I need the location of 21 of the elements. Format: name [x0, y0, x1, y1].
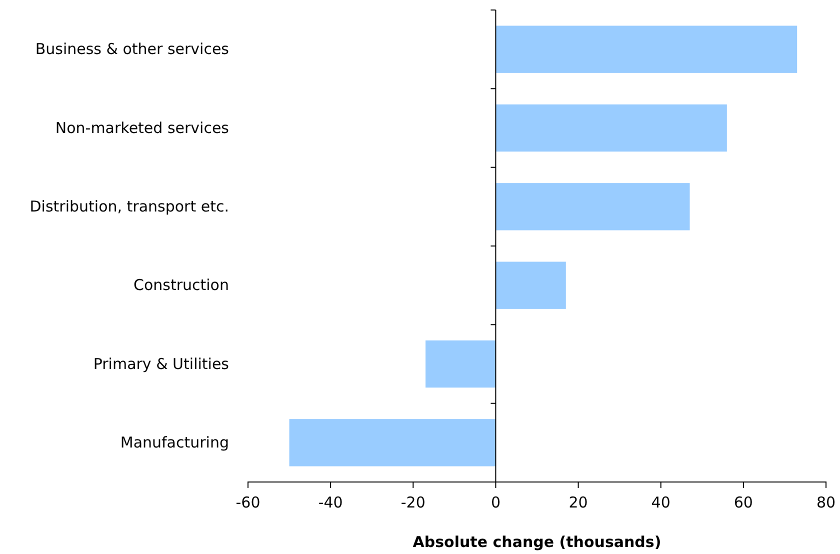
bar: [496, 104, 727, 152]
y-tick-label: Construction: [133, 276, 229, 294]
x-tick-label: 40: [651, 494, 670, 512]
y-tick-label: Manufacturing: [120, 433, 229, 452]
bar: [496, 262, 566, 309]
y-tick-label: Business & other services: [35, 40, 230, 58]
y-tick-label: Distribution, transport etc.: [30, 197, 229, 216]
bar: [496, 183, 690, 230]
bar: [426, 340, 496, 388]
x-tick-label: -40: [318, 494, 343, 512]
y-tick-label: Primary & Utilities: [93, 354, 230, 373]
x-tick-label: -60: [236, 494, 260, 512]
y-tick-label: Non-marketed services: [55, 118, 230, 137]
bar: [289, 419, 496, 466]
x-tick-label: -20: [400, 494, 426, 512]
x-tick-label: 0: [490, 494, 500, 512]
x-tick-label: 80: [816, 494, 836, 512]
x-tick-label: 20: [568, 494, 588, 512]
x-axis-title: Absolute change (thousands): [412, 533, 662, 551]
x-tick-label: 60: [734, 494, 753, 512]
bar: [496, 26, 798, 73]
